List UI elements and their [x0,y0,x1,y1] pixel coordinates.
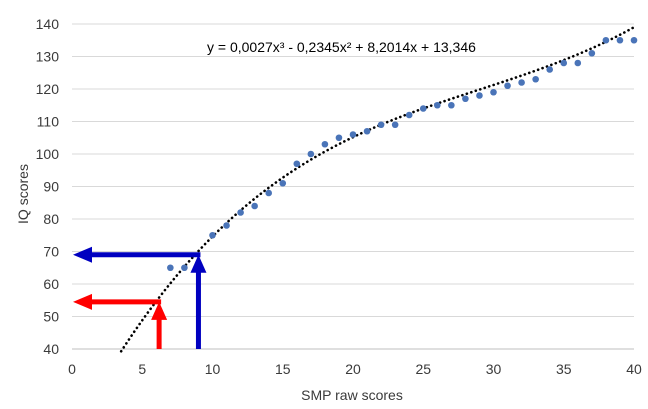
data-point [574,59,582,67]
data-point [546,66,553,73]
x-tick-label: 25 [415,361,431,377]
data-point [181,264,188,272]
data-point [448,101,455,109]
data-point [237,209,244,216]
blue-arrow-pair [73,246,207,349]
x-tick-label: 20 [345,361,361,377]
data-point [349,131,357,138]
vertical-arrowhead [151,301,168,320]
y-tick-label: 120 [36,81,60,97]
data-point [251,202,258,210]
y-tick-label: 100 [36,146,60,162]
data-point [321,140,329,148]
data-point [462,95,469,103]
data-point [167,264,174,272]
data-point [616,36,624,44]
x-tick-label: 0 [68,361,76,377]
data-point [223,222,230,229]
y-tick-label: 130 [36,49,60,65]
red-arrow-pair [73,293,168,349]
y-tick-label: 140 [36,16,60,32]
x-tick-label: 5 [138,361,146,377]
data-point [335,134,343,142]
data-point [419,105,427,112]
gridlines [72,23,634,350]
data-point [490,88,497,96]
tick-labels: 40 50 60 70 80 90 100 110 120 130 140 0 5 10 15 20 25 30 3… [36,16,642,377]
y-tick-label: 110 [37,114,60,130]
data-point [434,101,441,109]
y-tick-label: 70 [43,244,59,260]
trendline [119,25,636,353]
data-point [405,111,413,119]
data-point [307,150,315,158]
x-tick-label: 40 [626,361,642,377]
data-points [167,36,638,272]
data-point [391,121,399,129]
data-point [209,231,216,239]
data-point [532,75,539,83]
y-tick-label: 60 [43,276,59,292]
x-axis-title: SMP raw scores [301,387,403,403]
vertical-arrowhead [190,254,207,273]
x-tick-label: 30 [486,361,502,377]
data-point [265,189,273,197]
data-point [377,121,385,129]
y-tick-label: 50 [43,309,59,325]
annotation-arrows [73,246,207,349]
x-tick-label: 35 [556,361,572,377]
x-tick-label: 10 [205,361,221,377]
data-point [588,49,596,57]
trendline-curve [119,25,636,353]
data-point [293,160,301,168]
data-point [602,36,610,44]
horizontal-arrowhead [73,293,92,310]
data-point [363,127,371,135]
data-point [630,36,638,44]
data-point [504,82,511,90]
y-tick-label: 90 [43,179,59,195]
data-point [476,92,483,99]
x-tick-label: 15 [275,361,291,377]
y-tick-label: 40 [43,341,59,357]
data-point [279,179,287,187]
trendline-equation: y = 0,0027x³ - 0,2345x² + 8,2014x + 13,3… [207,39,476,55]
data-point [518,79,525,86]
y-tick-label: 80 [43,211,59,227]
data-point [560,59,568,67]
y-axis-title: IQ scores [15,164,31,224]
horizontal-arrowhead [73,246,92,263]
